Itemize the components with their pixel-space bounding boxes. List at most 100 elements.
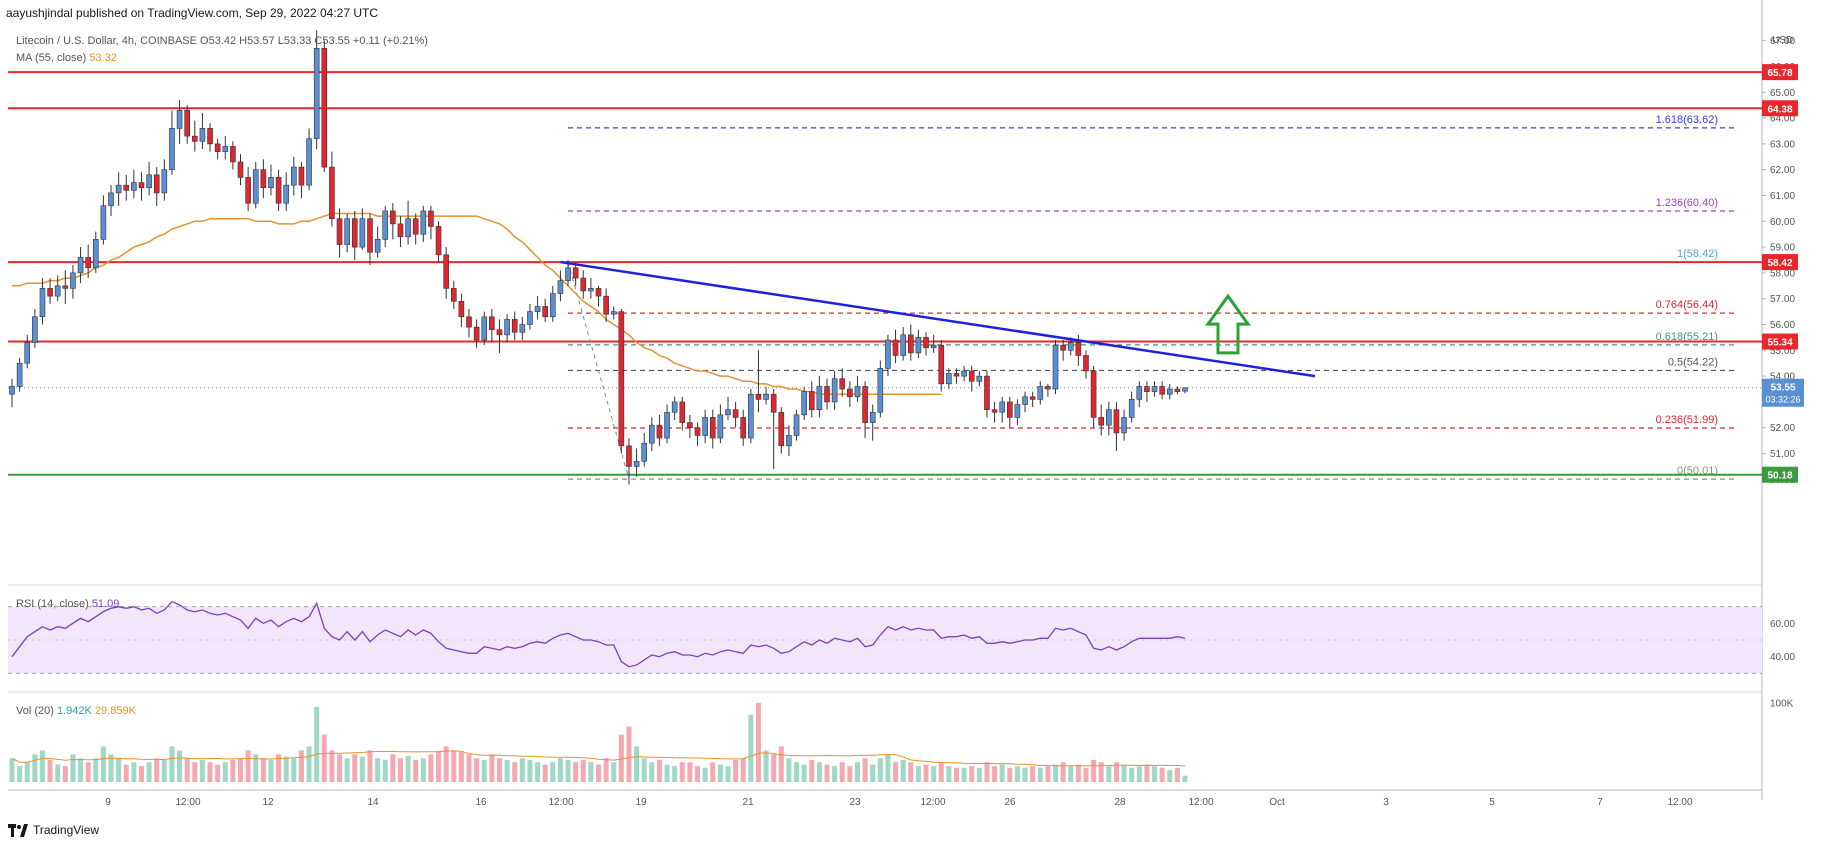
candle-up — [481, 316, 488, 341]
candle-up — [793, 414, 800, 436]
time-tick-label: 12 — [262, 797, 274, 808]
volume-bar-down — [824, 764, 830, 782]
price-tick-label: 64.00 — [1770, 114, 1795, 125]
price-tick-label: 60.00 — [1770, 217, 1795, 228]
volume-bar-up — [611, 762, 617, 782]
candle-down — [1113, 409, 1120, 434]
time-tick-label: 7 — [1597, 797, 1603, 808]
volume-bar-up — [291, 758, 297, 782]
volume-bar-down — [862, 758, 868, 782]
candle-down — [458, 300, 465, 318]
candle-down — [298, 166, 305, 186]
candle-down — [260, 169, 267, 189]
volume-bar-down — [626, 726, 632, 782]
volume-bar-down — [367, 750, 373, 782]
ma-legend: MA (55, close) 53.32 — [16, 52, 117, 64]
volume-bar-up — [382, 759, 388, 782]
volume-bar-down — [1091, 759, 1097, 782]
candle-down — [1083, 355, 1089, 372]
price-tick-label: 67.00 — [1770, 36, 1795, 47]
candle-up — [306, 138, 312, 186]
volume-bar-up — [976, 767, 982, 782]
volume-bar-up — [253, 754, 259, 782]
volume-bar-up — [116, 758, 122, 782]
volume-bar-up — [1129, 767, 1135, 782]
volume-bar-up — [794, 762, 800, 782]
volume-bar-down — [1060, 762, 1066, 782]
candle-down — [907, 334, 914, 354]
volume-bar-down — [542, 764, 548, 782]
candle-down — [450, 288, 457, 302]
volume-bar-down — [580, 759, 586, 782]
candle-up — [557, 280, 564, 294]
volume-bar-up — [1182, 775, 1188, 782]
volume-bar-down — [337, 754, 343, 782]
volume-bar-down — [428, 754, 434, 782]
vol-tick-label: 100K — [1770, 698, 1794, 709]
volume-bar-down — [85, 762, 91, 782]
candle-up — [961, 370, 967, 377]
candle-up — [1182, 387, 1188, 392]
volume-bar-up — [169, 746, 175, 782]
volume-bar-down — [1098, 762, 1104, 782]
candle-up — [146, 174, 152, 189]
time-tick-label: 12:00 — [1667, 797, 1692, 808]
volume-bar-up — [999, 764, 1005, 782]
tradingview-brand[interactable]: TradingView — [8, 823, 99, 837]
rsi-legend: RSI (14, close) 51.09 — [16, 598, 119, 610]
volume-bar-up — [268, 759, 274, 782]
descending-trendline — [560, 260, 1316, 378]
fib-level-label: 1.618(63.62) — [1656, 114, 1718, 126]
candle-down — [443, 254, 449, 289]
candle-up — [161, 169, 168, 194]
vol-legend: Vol (20) 1.942K 29.859K — [16, 705, 136, 717]
volume-bar-up — [634, 746, 640, 782]
bullish-arrow-icon — [1205, 293, 1251, 355]
candle-up — [748, 393, 754, 439]
volume-bar-down — [839, 762, 845, 782]
candle-up — [420, 210, 427, 235]
candle-down — [1090, 370, 1097, 418]
moving-average-line — [12, 212, 942, 395]
candle-down — [709, 417, 716, 439]
candle-up — [610, 311, 617, 315]
fib-level-label: 0.5(54.22) — [1668, 356, 1718, 368]
candle-up — [976, 375, 983, 382]
candle-up — [1052, 344, 1059, 390]
time-tick-label: 12:00 — [548, 797, 573, 808]
candle-up — [1151, 386, 1158, 392]
volume-bar-down — [1075, 764, 1081, 782]
candle-down — [1045, 386, 1051, 390]
fib-level-label: 1(58.42) — [1677, 248, 1718, 260]
level-price-text: 64.38 — [1767, 104, 1792, 115]
volume-bar-down — [679, 762, 685, 782]
volume-bar-up — [481, 759, 487, 782]
candle-down — [207, 128, 213, 145]
candle-up — [16, 362, 23, 387]
volume-bar-down — [62, 766, 68, 782]
volume-bar-up — [32, 754, 38, 782]
candle-down — [687, 422, 693, 429]
price-tick-label: 56.00 — [1770, 320, 1795, 331]
volume-bar-up — [900, 759, 906, 782]
volume-bar-down — [603, 758, 609, 782]
volume-bar-up — [283, 756, 289, 782]
candle-up — [930, 344, 937, 349]
level-price-badge — [1762, 254, 1798, 271]
volume-bar-up — [420, 758, 426, 782]
candle-up — [199, 128, 206, 142]
candle-up — [664, 411, 670, 439]
volume-bar-up — [1121, 764, 1127, 782]
candle-down — [595, 288, 602, 297]
volume-bar-up — [1167, 770, 1173, 782]
candle-up — [946, 373, 952, 385]
candle-up — [115, 184, 122, 194]
price-axis-title: USD — [1772, 35, 1793, 46]
candle-up — [268, 177, 274, 189]
candle-up — [649, 424, 655, 444]
volume-bar-up — [314, 706, 320, 782]
volume-bar-up — [832, 766, 838, 782]
level-price-text: 58.42 — [1767, 258, 1792, 269]
price-tick-label: 58.00 — [1770, 268, 1795, 279]
